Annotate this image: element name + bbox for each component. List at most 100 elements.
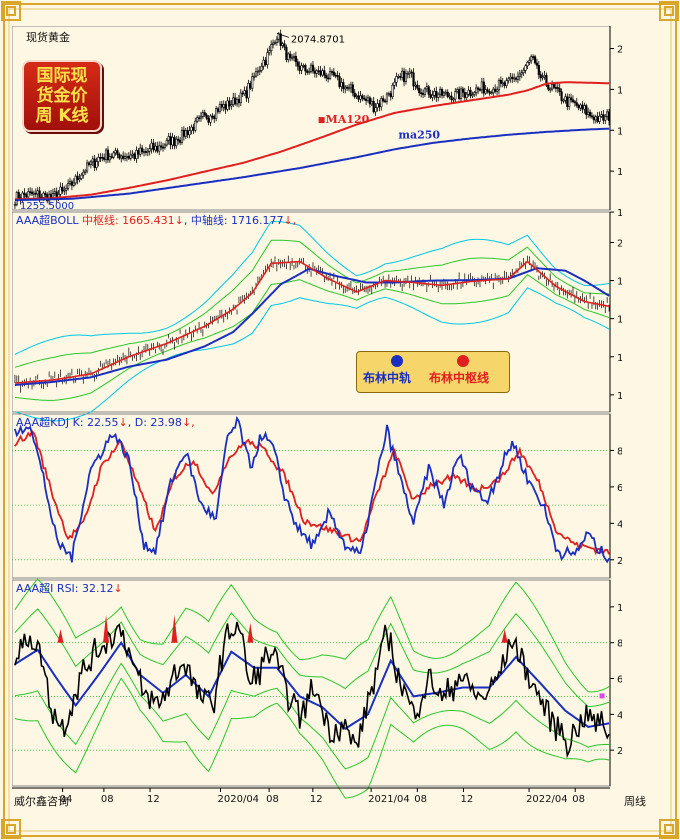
kdj-tick-label: 80.0000	[617, 446, 622, 457]
candle-body	[49, 193, 53, 198]
x-tick-label: 04	[60, 794, 73, 805]
boll-header: AAA超BOLL 中枢线: 1665.431↓, 中轴线: 1716.177↓,	[16, 213, 296, 227]
rsi-tick-label: 20	[617, 746, 622, 757]
candle-body	[110, 156, 113, 158]
candle-body	[374, 107, 377, 113]
candle-body	[32, 192, 36, 195]
candle-body	[607, 111, 611, 121]
candle-body	[469, 89, 472, 97]
candle-body	[287, 53, 290, 60]
kdj-k-line	[14, 415, 610, 564]
kdj-header: AAA超KDJ K: 22.55↓, D: 23.98↓,	[16, 415, 195, 429]
rsi-band-line	[14, 578, 610, 693]
candle-body	[435, 91, 438, 98]
candle-body	[533, 56, 537, 64]
candle-body	[376, 103, 379, 108]
candle-body	[44, 192, 47, 195]
candle-body	[169, 136, 172, 146]
candle-body	[334, 74, 337, 77]
candle-body	[425, 86, 428, 90]
candle-body	[173, 137, 176, 147]
candle-body	[61, 186, 64, 192]
candle-body	[279, 33, 282, 46]
candle-body	[230, 104, 233, 107]
kdj-tick-label: 60.0000	[617, 483, 622, 494]
candle-body	[583, 105, 586, 110]
rsi-tick-label: 40	[617, 710, 622, 721]
candle-body	[281, 43, 284, 46]
candle-body	[571, 99, 575, 102]
chart-badge: 国际现 货金价 周 K线	[22, 60, 102, 132]
candle-body	[471, 94, 474, 97]
boll-band-line	[14, 221, 610, 355]
boll-tick-label: 1400	[617, 353, 622, 364]
candle-body	[144, 151, 148, 153]
candle-body	[433, 91, 436, 96]
candle-body	[518, 73, 521, 77]
kdj-panel-border	[12, 413, 611, 579]
candle-body	[241, 92, 244, 95]
candle-body	[552, 84, 556, 88]
candle-body	[148, 148, 151, 152]
candle-body	[581, 104, 584, 110]
boll-mid-legend-label: 布林中轨	[363, 371, 412, 385]
ma120-marker	[318, 117, 325, 124]
candle-body	[224, 104, 227, 110]
candle-body	[494, 88, 497, 92]
candle-body	[122, 155, 125, 159]
kdj-d-line	[14, 429, 610, 556]
candle-body	[309, 64, 313, 72]
candle-body	[133, 153, 136, 159]
candle-body	[290, 57, 294, 59]
candle-body	[514, 77, 518, 80]
chart-canvas: 1200 1400 1600 1800 2000 2074.8701 1255.5000 MA…	[12, 26, 622, 805]
candle-body	[528, 60, 531, 63]
candle-body	[213, 116, 216, 119]
candle-body	[106, 149, 110, 161]
candle-body	[488, 91, 491, 94]
candle-body	[243, 90, 246, 95]
candle-body	[363, 97, 366, 100]
candle-body	[205, 114, 208, 119]
candle-body	[319, 70, 322, 76]
boll-legend: 布林中轨 布林中枢线	[356, 351, 510, 393]
candle-body	[323, 70, 326, 76]
candle-body	[397, 76, 400, 78]
candle-body	[549, 88, 552, 91]
boll-band-line	[14, 274, 610, 401]
candles	[13, 29, 611, 209]
candle-body	[300, 65, 303, 71]
candle-body	[63, 189, 66, 192]
candle-body	[368, 97, 371, 105]
boll-panel-border	[12, 211, 611, 413]
candle-body	[351, 84, 354, 94]
candle-body	[465, 93, 468, 98]
candle-body	[311, 64, 315, 72]
candle-body	[537, 65, 540, 75]
rsi-line	[14, 621, 610, 759]
candle-body	[156, 145, 159, 152]
candle-body	[27, 191, 30, 198]
candle-body	[585, 105, 588, 116]
boll-band-line	[14, 287, 610, 422]
candle-body	[526, 62, 529, 67]
x-tick-label: 08	[572, 794, 585, 805]
candle-body	[226, 100, 229, 110]
candle-body	[180, 129, 184, 143]
candle-body	[507, 78, 510, 81]
candle-body	[308, 71, 311, 73]
candle-body	[385, 93, 389, 102]
boll-tick-label: 1800	[617, 277, 622, 288]
rsi-tick-label: 60	[617, 675, 622, 686]
candle-body	[165, 139, 168, 146]
candle-body	[127, 156, 130, 159]
candle-body	[389, 93, 392, 98]
candle-body	[178, 140, 182, 143]
rsi-overbought-marker	[247, 622, 254, 643]
candle-body	[401, 70, 404, 78]
candle-body	[89, 161, 92, 165]
candle-body	[347, 87, 351, 90]
candle-body	[340, 82, 343, 87]
candle-body	[336, 74, 339, 77]
candle-body	[80, 174, 83, 179]
